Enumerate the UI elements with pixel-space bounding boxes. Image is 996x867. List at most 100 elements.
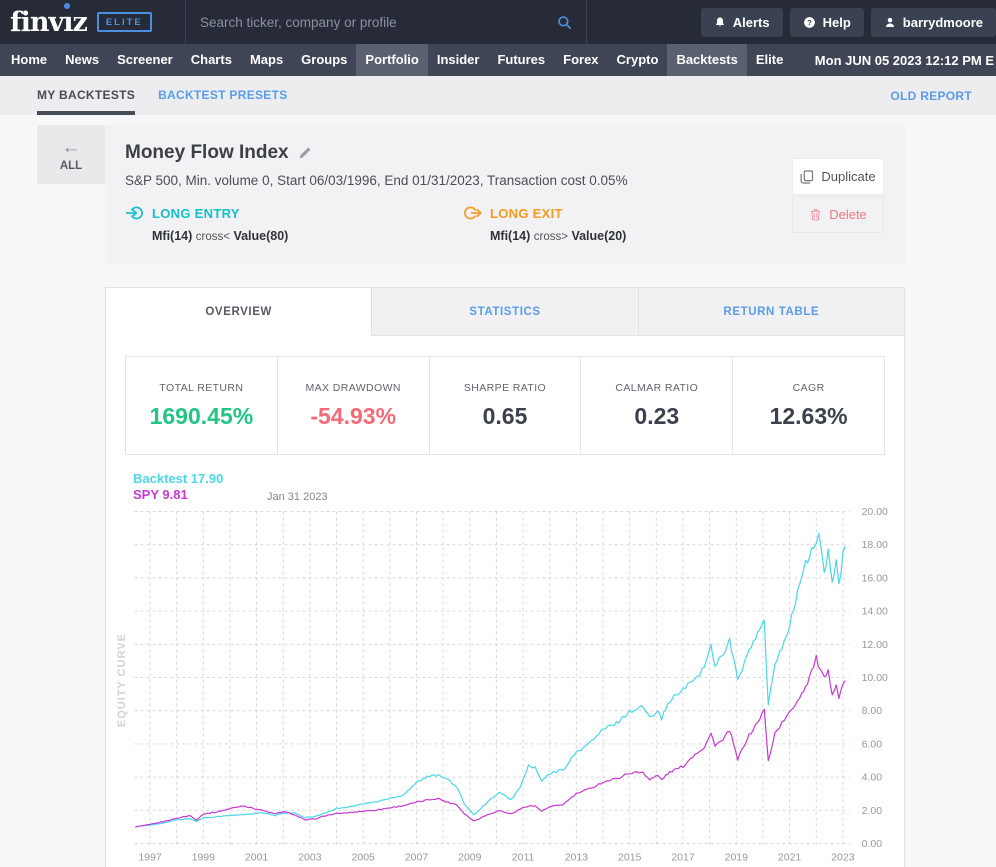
button-label: Help (822, 14, 851, 30)
main-nav: Home News Screener Charts Maps Groups Portfoli… (0, 44, 996, 76)
long-exit-label: LONG EXIT (490, 205, 563, 221)
back-to-all-button[interactable]: ← ALL (37, 125, 105, 184)
nav-items: Home News Screener Charts Maps Groups Portfoli… (2, 44, 792, 76)
entry-indicator: Mfi(14) (152, 229, 193, 243)
equity-curve-chart: Backtest 17.90 SPY 9.81 Jan 31 2023 EQUIT… (110, 465, 900, 867)
stat-calmar-ratio: CALMAR RATIO 0.23 (580, 357, 732, 454)
stat-value: 0.65 (482, 402, 528, 429)
nav-item-forex[interactable]: Forex (563, 52, 599, 67)
logo-area[interactable]: finvı z ELITE (0, 2, 156, 38)
top-bar: finvı z ELITE Search ticker, company or p… (0, 0, 996, 44)
long-entry-label: LONG ENTRY (152, 205, 240, 221)
nav-datetime: Mon JUN 05 2023 12:12 PM E (814, 52, 994, 68)
tab-return-table[interactable]: RETURN TABLE (637, 288, 904, 336)
logo-text-part2: z (72, 6, 87, 38)
help-icon: ? (803, 16, 816, 29)
backtest-card: Money Flow Index S&P 500, Min. volume 0,… (105, 125, 905, 265)
nav-item-insider[interactable]: Insider (436, 52, 480, 67)
stat-value: 1690.45% (149, 402, 254, 429)
button-label: barrydmoore (902, 14, 983, 30)
duplicate-button[interactable]: Duplicate (792, 158, 884, 195)
long-entry-head: LONG ENTRY (125, 205, 463, 221)
old-report-link[interactable]: OLD REPORT (890, 88, 972, 103)
long-exit-icon (463, 205, 482, 221)
nav-item-home[interactable]: Home (11, 52, 48, 67)
stat-total-return: TOTAL RETURN 1690.45% (126, 357, 277, 454)
help-button[interactable]: ? Help (789, 7, 864, 37)
nav-item-elite[interactable]: Elite (755, 52, 784, 67)
svg-text:2011: 2011 (512, 852, 535, 864)
svg-text:2013: 2013 (565, 852, 589, 864)
svg-text:8.00: 8.00 (862, 705, 883, 717)
tab-statistics[interactable]: STATISTICS (371, 288, 638, 336)
stat-value: 0.23 (634, 402, 680, 429)
delete-button[interactable]: Delete (792, 196, 884, 233)
svg-text:1997: 1997 (138, 852, 162, 864)
logo-dotted-i: ı (63, 2, 73, 38)
svg-text:2009: 2009 (458, 852, 482, 864)
svg-text:2.00: 2.00 (862, 805, 883, 817)
chart-legend: Backtest 17.90 SPY 9.81 (133, 471, 223, 503)
subnav-tab-my-backtests[interactable]: MY BACKTESTS (37, 76, 136, 115)
sub-nav: MY BACKTESTS BACKTEST PRESETS OLD REPORT (0, 76, 996, 115)
subnav-tab-backtest-presets[interactable]: BACKTEST PRESETS (158, 88, 288, 102)
long-exit-head: LONG EXIT (463, 205, 801, 221)
stat-value: -54.93% (310, 402, 397, 429)
exit-operator: cross> (533, 231, 568, 243)
logo-blue-dot (64, 2, 71, 9)
stat-max-drawdown: MAX DRAWDOWN -54.93% (276, 357, 429, 454)
backtest-subtitle: S&P 500, Min. volume 0, Start 06/03/1996… (125, 173, 628, 188)
nav-item-charts[interactable]: Charts (190, 52, 232, 67)
long-entry-icon (125, 205, 144, 221)
stat-label: MAX DRAWDOWN (305, 381, 401, 394)
overview-panel: OVERVIEW STATISTICS RETURN TABLE TOTAL RET… (105, 287, 905, 867)
svg-text:1999: 1999 (192, 852, 216, 864)
long-exit-rule: Mfi(14) cross> Value(20) (490, 229, 801, 243)
long-entry-block: LONG ENTRY Mfi(14) cross< Value(80) (125, 205, 463, 243)
back-arrow-icon: ← (61, 136, 81, 158)
stat-sharpe-ratio: SHARPE RATIO 0.65 (428, 357, 581, 454)
panel-tabs: OVERVIEW STATISTICS RETURN TABLE (106, 288, 904, 336)
nav-item-groups[interactable]: Groups (301, 52, 348, 67)
back-label: ALL (59, 159, 83, 172)
stat-label: TOTAL RETURN (159, 381, 244, 394)
search-input[interactable]: Search ticker, company or profile (185, 0, 587, 44)
nav-item-futures[interactable]: Futures (497, 52, 546, 67)
svg-text:2003: 2003 (298, 852, 322, 864)
edit-pencil-icon[interactable] (298, 146, 312, 160)
entry-target: Value(80) (233, 229, 289, 243)
nav-item-backtests[interactable]: Backtests (667, 44, 747, 76)
svg-text:6.00: 6.00 (862, 738, 883, 750)
svg-text:2001: 2001 (245, 852, 269, 864)
legend-entry-spy: SPY 9.81 (133, 487, 188, 502)
logo-text-part: finv (10, 6, 64, 38)
nav-item-portfolio[interactable]: Portfolio (356, 44, 428, 76)
bell-icon (714, 16, 726, 29)
elite-badge: ELITE (96, 12, 152, 32)
long-exit-block: LONG EXIT Mfi(14) cross> Value(20) (463, 205, 801, 243)
svg-text:12.00: 12.00 (862, 639, 888, 651)
stat-label: CAGR (792, 381, 825, 394)
legend-entry-backtest: Backtest 17.90 (133, 471, 224, 486)
button-label: Alerts (732, 14, 770, 30)
search-icon[interactable] (557, 15, 572, 30)
svg-text:16.00: 16.00 (862, 572, 888, 584)
svg-text:2015: 2015 (618, 852, 642, 864)
alerts-button[interactable]: Alerts (700, 7, 783, 37)
stat-label: CALMAR RATIO (615, 381, 699, 394)
nav-item-news[interactable]: News (65, 52, 100, 67)
backtest-header-row: ← ALL Money Flow Index S&P 500, Min. vol… (37, 125, 996, 265)
nav-item-maps[interactable]: Maps (249, 52, 284, 67)
user-icon (884, 16, 896, 29)
long-entry-rule: Mfi(14) cross< Value(80) (152, 229, 463, 243)
entry-operator: cross< (195, 231, 230, 243)
svg-text:18.00: 18.00 (862, 539, 888, 551)
nav-item-crypto[interactable]: Crypto (616, 52, 659, 67)
svg-text:2005: 2005 (352, 852, 376, 864)
barrydmoore-button[interactable]: barrydmoore (870, 7, 996, 37)
search-placeholder: Search ticker, company or profile (200, 14, 397, 30)
finviz-logo: finvı z (10, 2, 88, 38)
tab-overview[interactable]: OVERVIEW (106, 288, 372, 336)
nav-item-screener[interactable]: Screener (117, 52, 173, 67)
exit-target: Value(20) (571, 229, 627, 243)
